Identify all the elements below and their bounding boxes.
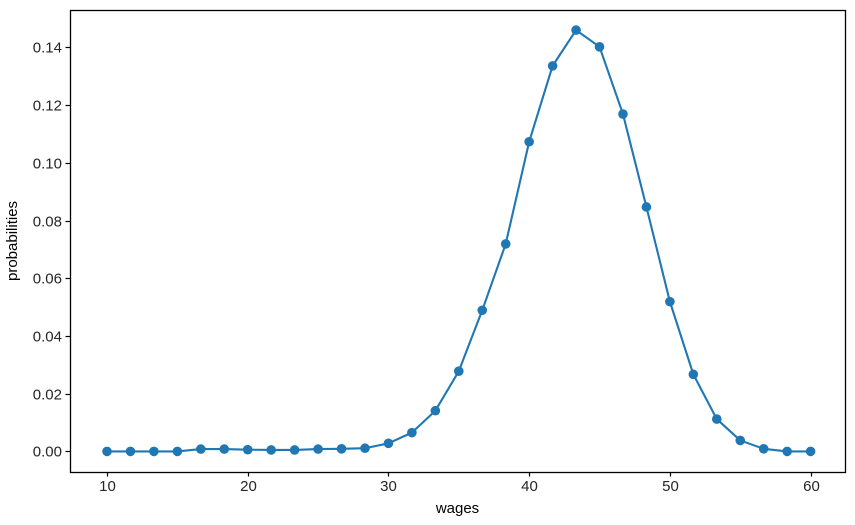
svg-text:probabilities: probabilities — [4, 201, 21, 281]
svg-text:0.04: 0.04 — [33, 328, 62, 345]
svg-text:0.00: 0.00 — [33, 443, 62, 460]
svg-text:0.14: 0.14 — [33, 39, 62, 56]
svg-text:wages: wages — [435, 500, 479, 517]
svg-text:0.12: 0.12 — [33, 97, 62, 114]
svg-text:0.02: 0.02 — [33, 386, 62, 403]
svg-text:50: 50 — [662, 478, 679, 495]
svg-text:40: 40 — [521, 478, 538, 495]
svg-text:0.08: 0.08 — [33, 213, 62, 230]
svg-text:0.10: 0.10 — [33, 155, 62, 172]
svg-text:60: 60 — [803, 478, 820, 495]
svg-text:10: 10 — [99, 478, 116, 495]
svg-text:20: 20 — [240, 478, 257, 495]
svg-text:30: 30 — [380, 478, 397, 495]
svg-text:0.06: 0.06 — [33, 270, 62, 287]
